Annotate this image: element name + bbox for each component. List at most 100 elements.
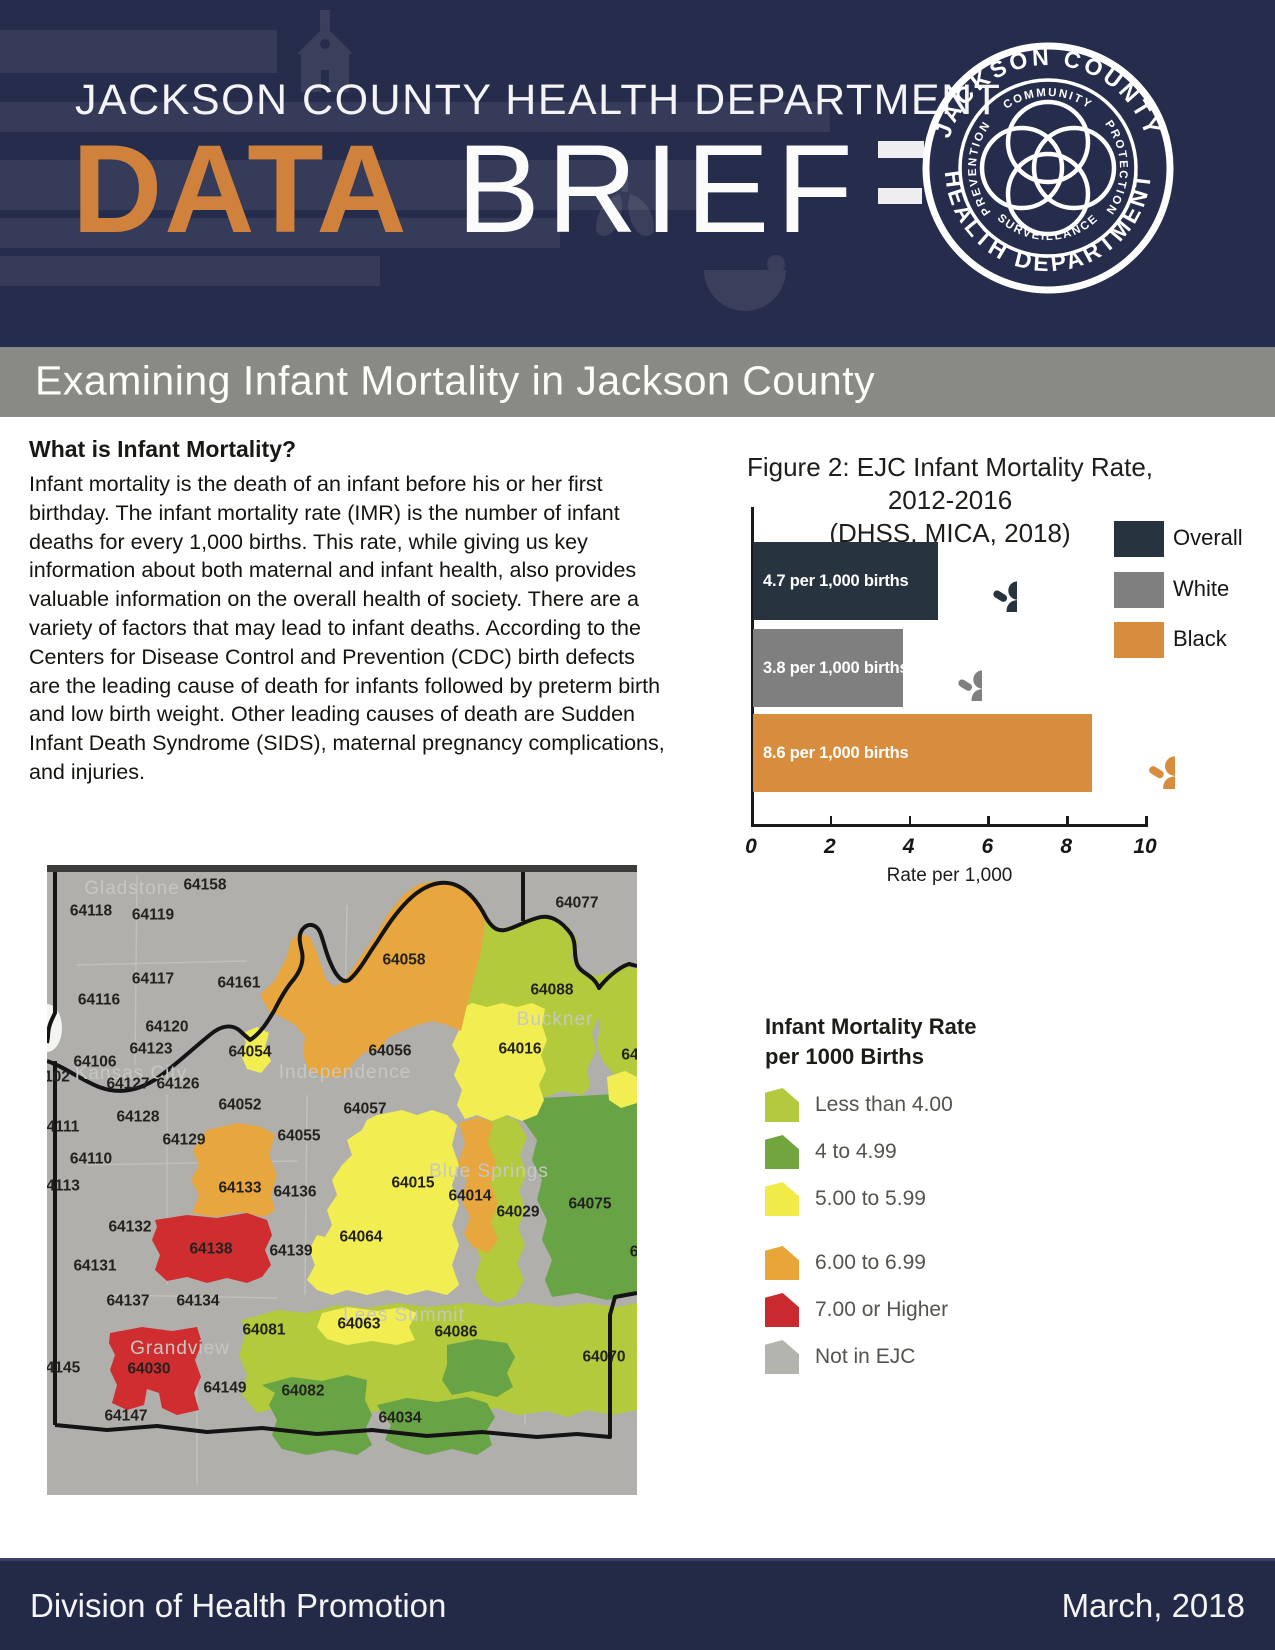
map-zip-label-4111: 4111 [47,1119,80,1136]
map-zip-label-64118: 64118 [70,903,113,920]
map-legend-label: Not in EJC [815,1345,916,1368]
bar-overall: 4.7 per 1,000 births [753,542,939,620]
svg-text:SURVEILLANCE: SURVEILLANCE [995,212,1101,243]
map-region-64082 [262,1375,372,1455]
map-legend-swatch-gray [765,1340,799,1374]
map-zip-label-64158: 64158 [183,877,226,894]
ejc-infant-mortality-map: Gladstone Kansas City Independence Buckner B… [32,865,639,1495]
map-zip-label-64030: 64030 [127,1361,170,1378]
map-legend-swatch-o6 [765,1246,799,1280]
map-zip-label-64132: 64132 [108,1219,151,1236]
header-banner: JACKSON COUNTY HEALTH DEPARTMENT DATA BRI… [0,0,1275,347]
map-zip-label-64147: 64147 [104,1408,147,1425]
svg-text:JACKSON COUNTY: JACKSON COUNTY [929,44,1167,141]
map-city-label: Gladstone [84,878,180,899]
map-legend-label: 6.00 to 6.99 [815,1251,926,1274]
bar-value-label: 4.7 per 1,000 births [763,571,909,590]
x-tick-label: 0 [745,835,757,858]
map-zip-label-6: 6 [630,1244,637,1261]
map-zip-label-64086: 64086 [434,1324,477,1341]
lungs-icon [596,170,654,236]
map-legend-item: 6.00 to 6.99 [765,1246,1125,1280]
svg-text:COMMUNITY: COMMUNITY [1001,87,1094,112]
map-city-label: Lees Summit [343,1305,465,1326]
map-legend-label: 5.00 to 5.99 [815,1187,926,1210]
map-zip-label-64055: 64055 [277,1128,320,1145]
bar-value-label: 3.8 per 1,000 births [763,658,909,677]
department-title: JACKSON COUNTY HEALTH DEPARTMENT [75,76,1002,124]
map-region-64058 [260,881,485,1078]
map-city-label: Grandview [130,1338,230,1359]
header-stripe [0,256,380,286]
baby-icon [930,637,982,701]
map-legend-label: 7.00 or Higher [815,1298,949,1321]
footer-date: March, 2018 [1061,1586,1245,1624]
map-zip-label-64058: 64058 [382,952,425,969]
map-legend-label: Less than 4.00 [815,1093,953,1116]
map-region-64138 [152,1213,272,1283]
x-tick [1066,816,1069,825]
page-title: DATA BRIEF [72,118,860,261]
map-region-64015-64064 [307,1110,459,1295]
map-region-64063 [317,1307,417,1345]
map-zip-label-64129: 64129 [162,1132,205,1149]
header-stripe [0,160,700,210]
map-zip-label-64136: 64136 [273,1184,316,1201]
title-data: DATA [72,120,409,259]
map-region-64034 [377,1397,495,1455]
map-region-64030 [109,1327,202,1415]
map-city-label: Independence [279,1062,411,1083]
map-zip-label-64016: 64016 [498,1041,541,1058]
map-zip-label-64056: 64056 [368,1043,411,1060]
schoolhouse-icon [297,10,353,92]
map-zip-label-64063: 64063 [337,1316,380,1333]
figure2-y-axis [751,507,754,826]
health-department-seal-logo: JACKSON COUNTY HEALTH DEPARTMENT COMMUNI… [916,36,1180,300]
map-zip-label-64088: 64088 [530,982,573,999]
chart-legend-swatch-white [1114,572,1164,608]
map-zip-label-64120: 64120 [145,1019,188,1036]
title-brief: BRIEF [456,120,860,259]
map-legend-label: 4 to 4.99 [815,1140,897,1163]
map-top-edge [47,865,637,872]
map-zip-label-64110: 64110 [70,1151,112,1168]
section-banner-title: Examining Infant Mortality in Jackson Co… [35,357,876,404]
map-city-label: Kansas City [75,1063,187,1084]
section-banner: Examining Infant Mortality in Jackson Co… [0,347,1275,417]
map-county-boundary [54,1291,638,1439]
map-zip-label-64123: 64123 [129,1041,172,1058]
map-zip-label-64128: 64128 [116,1109,159,1126]
map-legend: Infant Mortality Rate per 1000 Births Le… [765,1012,1125,1387]
x-tick-label: 4 [902,835,915,858]
map-zip-label-64070: 64070 [582,1349,625,1366]
map-zip-label-64052: 64052 [218,1097,261,1114]
x-tick-label: 10 [1133,835,1157,858]
map-zip-label-4145: 4145 [47,1360,81,1377]
map-legend-swatch-g4 [765,1135,799,1169]
chart-legend-swatch-black [1114,622,1164,658]
map-zip-label-4113: 4113 [47,1178,80,1195]
chart-legend-label: Black [1173,626,1227,651]
map-zip-label-64119: 64119 [132,907,175,924]
map-road [106,1294,278,1299]
map-zip-label-64057: 64057 [343,1101,386,1118]
map-zip-label-64161: 64161 [217,975,260,992]
header-stripe [0,218,560,248]
map-zip-label-64117: 64117 [132,971,174,988]
map-legend-item: 4 to 4.99 [765,1135,1125,1169]
map-zip-label-64014: 64014 [448,1188,491,1205]
figure2-bar-chart: Figure 2: EJC Infant Mortality Rate, 201… [715,445,1270,895]
bar-white: 3.8 per 1,000 births [753,629,909,707]
map-legend-item: Less than 4.00 [765,1088,1125,1122]
x-tick-label: 2 [823,835,836,858]
footer-bar: Division of Health Promotion March, 2018 [0,1558,1275,1650]
map-legend-swatch-y5 [765,1182,799,1216]
x-tick-label: 8 [1060,835,1073,858]
map-zip-label-64081: 64081 [242,1322,285,1339]
map-zip-label-64131: 64131 [73,1258,116,1275]
map-zip-label-64: 64 [621,1047,637,1064]
chart-legend-label: White [1173,576,1230,601]
map-region-64016 [452,1003,547,1121]
article-body: Infant mortality is the death of an infa… [29,472,665,784]
chart-legend-swatch-overall [1114,521,1164,557]
